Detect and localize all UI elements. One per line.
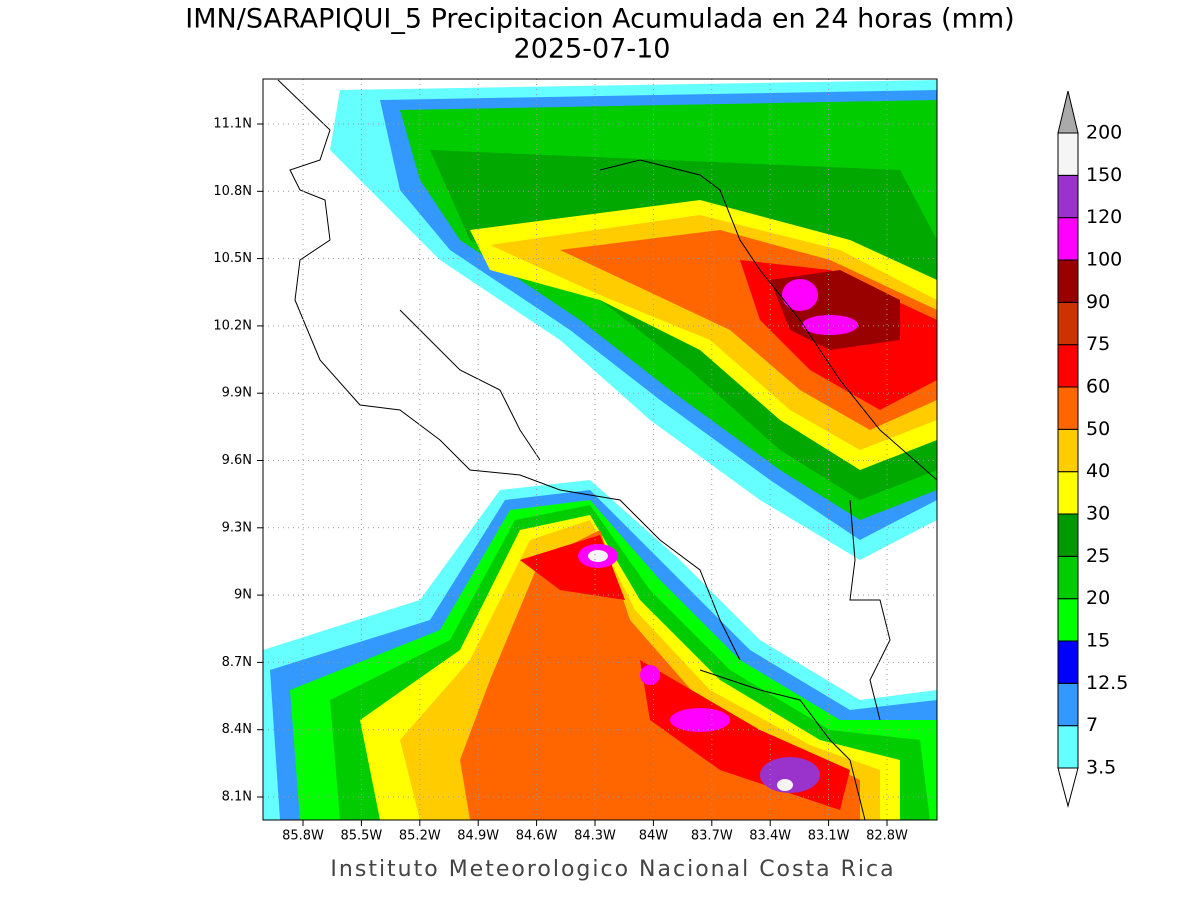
colorbar-label: 60 (1086, 376, 1110, 398)
lat-label: 10.5N (213, 251, 252, 266)
colorbar-segment (1057, 682, 1079, 727)
lat-label: 8.1N (222, 790, 252, 805)
lon-label: 83.7W (691, 829, 733, 844)
colorbar-segment (1057, 344, 1079, 388)
lon-label: 84.6W (516, 829, 558, 844)
lat-label: 11.1N (213, 117, 252, 132)
lon-label: 85.2W (399, 829, 441, 844)
lat-label: 10.8N (213, 184, 252, 199)
lat-label: 9.9N (222, 386, 252, 401)
precipitation-field (263, 79, 937, 820)
colorbar-label: 50 (1086, 418, 1110, 440)
lat-label: 8.4N (222, 722, 252, 737)
colorbar-segment (1057, 301, 1079, 346)
colorbar-label: 75 (1086, 333, 1110, 355)
colorbar-label: 150 (1086, 164, 1122, 186)
colorbar-label: 90 (1086, 291, 1110, 313)
colorbar-segment (1057, 174, 1079, 219)
colorbar-label: 200 (1086, 122, 1122, 144)
footer: Instituto Meteorologico Nacional Costa R… (330, 857, 895, 882)
colorbar-extend-high (1057, 90, 1079, 134)
colorbar-segment (1057, 598, 1079, 642)
colorbar-segment (1057, 259, 1079, 303)
lon-label: 82.8W (866, 829, 908, 844)
colorbar-segment (1057, 513, 1079, 557)
colorbar-label: 100 (1086, 249, 1122, 271)
colorbar-label: 3.5 (1086, 757, 1116, 779)
title: IMN/SARAPIQUI_5 Precipitacion Acumulada … (185, 4, 1014, 35)
colorbar-segment (1057, 640, 1079, 684)
lon-label: 83.1W (808, 829, 850, 844)
colorbar-label: 12.5 (1086, 672, 1128, 694)
lat-label: 9N (234, 588, 252, 603)
colorbar-segment (1057, 217, 1079, 261)
colorbar-segment (1057, 132, 1079, 176)
date: 2025-07-10 (514, 34, 671, 65)
colorbar-extend-low (1057, 767, 1079, 808)
graticule: 11.1N 10.8N 10.5N 10.2N 9.9N 9.6N 9.3N 9N 8.7N 8.… (213, 79, 937, 844)
colorbar-label: 7 (1086, 714, 1098, 736)
colorbar-label: 15 (1086, 630, 1110, 652)
lon-label: 85.5W (340, 829, 382, 844)
lon-label: 84.3W (574, 829, 616, 844)
lon-label: 84W (639, 829, 669, 844)
lat-label: 10.2N (213, 318, 252, 333)
colorbar-segment (1057, 555, 1079, 600)
colorbar-segment (1057, 725, 1079, 769)
lat-label: 9.3N (222, 520, 252, 535)
colorbar-label: 40 (1086, 460, 1110, 482)
lat-label: 8.7N (222, 655, 252, 670)
colorbar-label: 20 (1086, 587, 1110, 609)
colorbar-segment (1057, 471, 1079, 515)
colorbar-label: 30 (1086, 503, 1110, 525)
colorbar: 3.5 7 12.5 15 20 25 30 40 50 60 75 90 100 120 150 200 (1057, 90, 1128, 808)
lon-label: 84.9W (457, 829, 499, 844)
map-frame (262, 78, 938, 821)
lat-label: 9.6N (222, 453, 252, 468)
colorbar-label: 25 (1086, 545, 1110, 567)
colorbar-segment (1057, 428, 1079, 473)
lon-label: 83.4W (749, 829, 791, 844)
lon-label: 85.8W (282, 829, 324, 844)
colorbar-segment (1057, 386, 1079, 430)
colorbar-label: 120 (1086, 206, 1122, 228)
